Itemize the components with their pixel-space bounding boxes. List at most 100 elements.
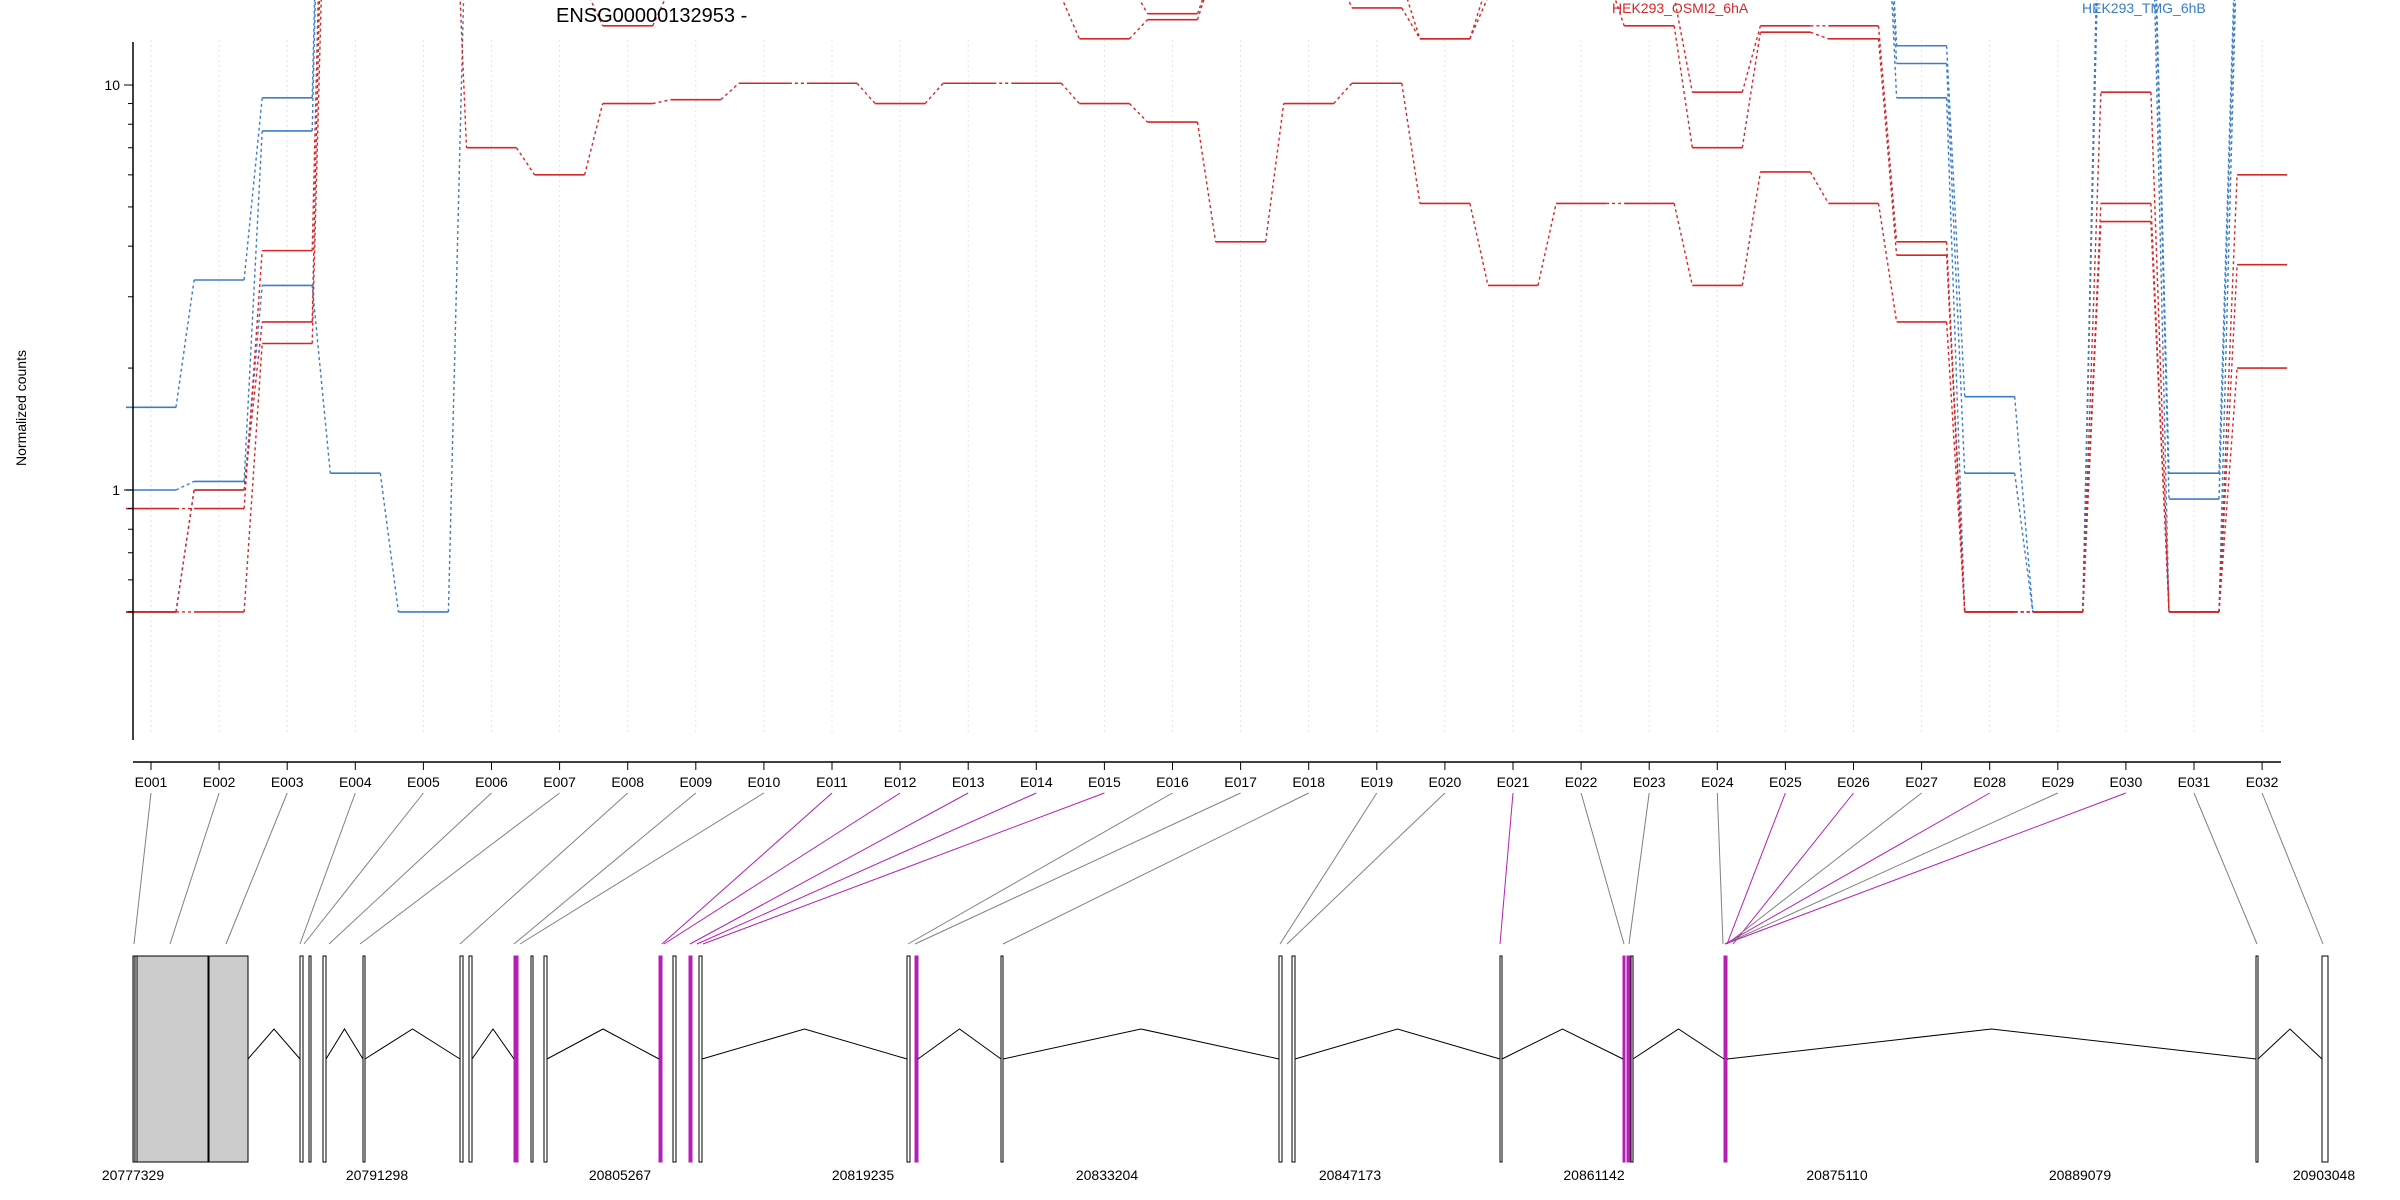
transition-E017 <box>1196 0 1204 14</box>
exon-11 <box>543 955 548 1163</box>
transition-E015 <box>1060 82 1080 104</box>
exon-15 <box>698 955 703 1163</box>
x-tick-label-E027: E027 <box>1905 774 1938 790</box>
x-tick-label-E008: E008 <box>611 774 644 790</box>
x-tick-label-E002: E002 <box>203 774 236 790</box>
genomic-coordinate-3: 20805267 <box>589 1167 652 1183</box>
x-tick-label-E024: E024 <box>1701 774 1734 790</box>
transition-E027 <box>1877 38 1898 256</box>
transition-E004 <box>311 0 322 344</box>
intron-11 <box>1632 1028 1725 1060</box>
exon-16 <box>906 955 911 1163</box>
transition-E020 <box>1401 7 1421 40</box>
transition-E024 <box>1673 203 1693 286</box>
transition-E003 <box>243 97 263 281</box>
x-tick-label-E006: E006 <box>475 774 508 790</box>
transition-E008 <box>583 103 604 176</box>
intron-8 <box>1002 1028 1280 1060</box>
transition-E004 <box>311 285 331 474</box>
exon-5 <box>322 955 327 1163</box>
transition-E031 <box>2150 92 2170 612</box>
transition-E027 <box>1877 203 1898 323</box>
transition-E013 <box>924 82 944 104</box>
intron-7 <box>917 1028 1002 1060</box>
transition-E007 <box>515 147 536 176</box>
genomic-coordinate-8: 20875110 <box>1806 1167 1867 1183</box>
x-tick-label-E023: E023 <box>1633 774 1666 790</box>
transition-E012 <box>856 82 876 104</box>
connector-E020 <box>1286 792 1446 945</box>
chart-title: ENSG00000132953 - <box>556 5 747 27</box>
transition-E032 <box>2218 0 2237 612</box>
x-tick-label-E014: E014 <box>1020 774 1053 790</box>
x-tick-label-E016: E016 <box>1156 774 1189 790</box>
genomic-coordinate-7: 20861142 <box>1563 1167 1624 1183</box>
x-tick-label-E022: E022 <box>1565 774 1598 790</box>
connector-E021 <box>1499 792 1514 945</box>
transition-E002 <box>175 279 195 408</box>
transition-E029 <box>2014 396 2034 612</box>
transition-E026 <box>1810 31 1829 40</box>
transition-E024 <box>1673 25 1693 148</box>
intron-9 <box>1294 1028 1501 1060</box>
transition-E019 <box>1347 0 1353 9</box>
x-tick-label-E004: E004 <box>339 774 372 790</box>
x-tick-label-E030: E030 <box>2110 774 2143 790</box>
transition-E027 <box>1877 25 1898 242</box>
connector-E013 <box>689 792 969 945</box>
x-tick-label-E029: E029 <box>2041 774 2074 790</box>
intron-13 <box>2257 1028 2323 1060</box>
connector-E006 <box>328 792 492 945</box>
genomic-coordinate-10: 20903048 <box>2293 1167 2356 1183</box>
genomic-coordinate-5: 20833204 <box>1076 1167 1139 1183</box>
intron-5 <box>546 1028 660 1060</box>
axes: 110100E001E002E003E004E005E006E007E008E0… <box>104 42 2281 790</box>
genomic-coordinate-2: 20791298 <box>346 1167 409 1183</box>
x-tick-label-E017: E017 <box>1224 774 1257 790</box>
transition-E024 <box>1674 0 1693 93</box>
transition-E002 <box>175 480 195 491</box>
transition-E031 <box>2155 0 2170 500</box>
exon-highlighted-17 <box>914 955 919 1163</box>
transition-E004 <box>311 0 319 251</box>
connector-E010 <box>519 792 765 945</box>
connector-E030 <box>1724 792 2127 945</box>
connector-E017 <box>914 792 1241 945</box>
connector-E004 <box>299 792 356 945</box>
connector-E003 <box>225 792 288 945</box>
x-tick-label-E007: E007 <box>543 774 576 790</box>
exon-8 <box>468 955 473 1163</box>
transition-E002 <box>175 489 195 613</box>
series-HEK293_TMG_6hB-3 <box>126 0 2237 613</box>
exon-highlighted-9 <box>513 955 519 1163</box>
exon-highlighted-14 <box>688 955 693 1163</box>
transition-E030 <box>2082 221 2102 612</box>
series-HEK293_OSMI2_6hA-6 <box>126 0 2288 613</box>
exon-4 <box>308 955 312 1163</box>
exon-highlighted-12 <box>658 955 663 1163</box>
intron-6 <box>701 1028 908 1060</box>
x-tick-label-E001: E001 <box>135 774 168 790</box>
transition-E016 <box>1128 19 1149 40</box>
transition-E028 <box>1945 45 1966 397</box>
exon-27 <box>2321 955 2329 1163</box>
transition-E018 <box>1264 103 1285 242</box>
exon-highlighted-22 <box>1622 955 1626 1163</box>
transition-E032 <box>2218 174 2238 612</box>
exon-2 <box>207 955 210 1163</box>
series-layer <box>126 0 2288 613</box>
x-tick-label-E019: E019 <box>1360 774 1393 790</box>
intron-1 <box>247 1028 301 1060</box>
transition-E017 <box>1196 121 1217 242</box>
connector-E022 <box>1580 792 1625 945</box>
connector-E014 <box>696 792 1037 945</box>
transition-E028 <box>1945 321 1966 612</box>
transition-E016 <box>1128 103 1149 123</box>
transition-E032 <box>2218 0 2235 474</box>
x-tick-label-E031: E031 <box>2178 774 2211 790</box>
transition-E028 <box>1945 97 1966 612</box>
transition-E006 <box>447 0 465 612</box>
connector-E012 <box>663 792 901 945</box>
transition-E021 <box>1469 203 1489 286</box>
intron-3 <box>364 1028 461 1060</box>
